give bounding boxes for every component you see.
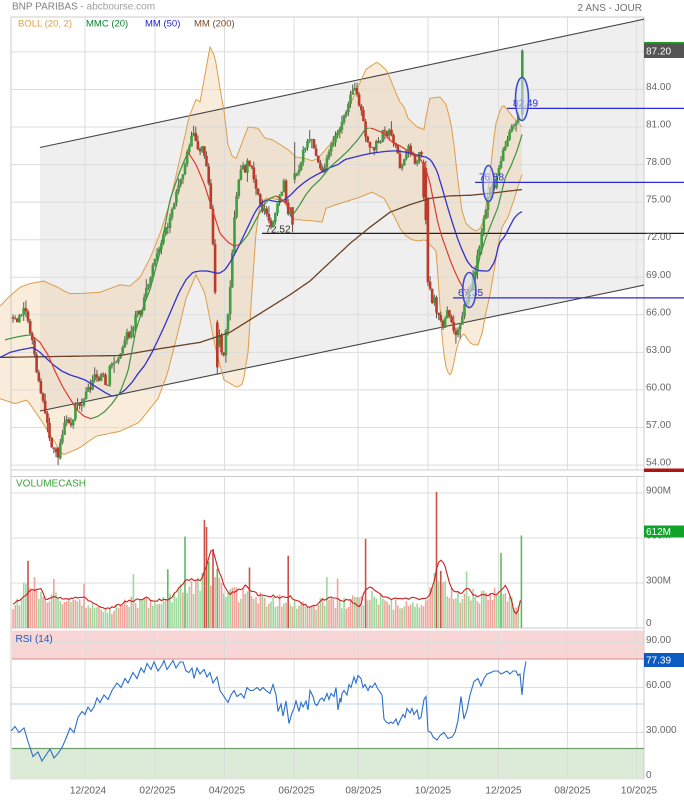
svg-text:30.000: 30.000 (646, 725, 677, 736)
svg-text:87.20: 87.20 (646, 47, 671, 58)
svg-text:04/2025: 04/2025 (209, 786, 246, 797)
svg-text:MM (200): MM (200) (194, 19, 235, 30)
svg-text:06/2025: 06/2025 (278, 786, 315, 797)
svg-text:BOLL (20, 2): BOLL (20, 2) (18, 19, 72, 30)
svg-text:72.52: 72.52 (266, 225, 291, 236)
svg-text:77.39: 77.39 (646, 656, 671, 667)
svg-text:69.00: 69.00 (646, 270, 671, 281)
svg-text:60.00: 60.00 (646, 680, 671, 691)
svg-text:VOLUMECASH: VOLUMECASH (16, 479, 86, 490)
svg-text:54.00: 54.00 (646, 458, 671, 469)
svg-text:57.00: 57.00 (646, 420, 671, 431)
svg-text:10/2025: 10/2025 (621, 786, 658, 797)
svg-text:BNP PARIBAS - abcbourse.com: BNP PARIBAS - abcbourse.com (12, 2, 155, 13)
svg-text:60.00: 60.00 (646, 382, 671, 393)
svg-text:12/2024: 12/2024 (70, 786, 107, 797)
svg-text:90.00: 90.00 (646, 635, 671, 646)
svg-text:84.00: 84.00 (646, 82, 671, 93)
svg-text:81.00: 81.00 (646, 120, 671, 131)
svg-text:2 ANS - JOUR: 2 ANS - JOUR (578, 3, 642, 14)
svg-text:02/2025: 02/2025 (139, 786, 176, 797)
svg-text:12/2025: 12/2025 (485, 786, 522, 797)
svg-text:72.00: 72.00 (646, 232, 671, 243)
svg-text:0: 0 (646, 770, 652, 781)
svg-text:10/2025: 10/2025 (415, 786, 452, 797)
svg-text:MMC (20): MMC (20) (86, 19, 128, 30)
svg-text:900M: 900M (646, 486, 671, 497)
svg-text:08/2025: 08/2025 (554, 786, 591, 797)
svg-text:75.00: 75.00 (646, 195, 671, 206)
svg-text:08/2025: 08/2025 (345, 786, 382, 797)
svg-text:0: 0 (646, 618, 652, 629)
svg-text:63.00: 63.00 (646, 345, 671, 356)
svg-text:MM (50): MM (50) (145, 19, 180, 30)
svg-text:RSI (14): RSI (14) (16, 634, 53, 645)
svg-text:78.00: 78.00 (646, 157, 671, 168)
svg-text:300M: 300M (646, 576, 671, 587)
svg-text:612M: 612M (646, 527, 671, 538)
svg-text:66.00: 66.00 (646, 307, 671, 318)
